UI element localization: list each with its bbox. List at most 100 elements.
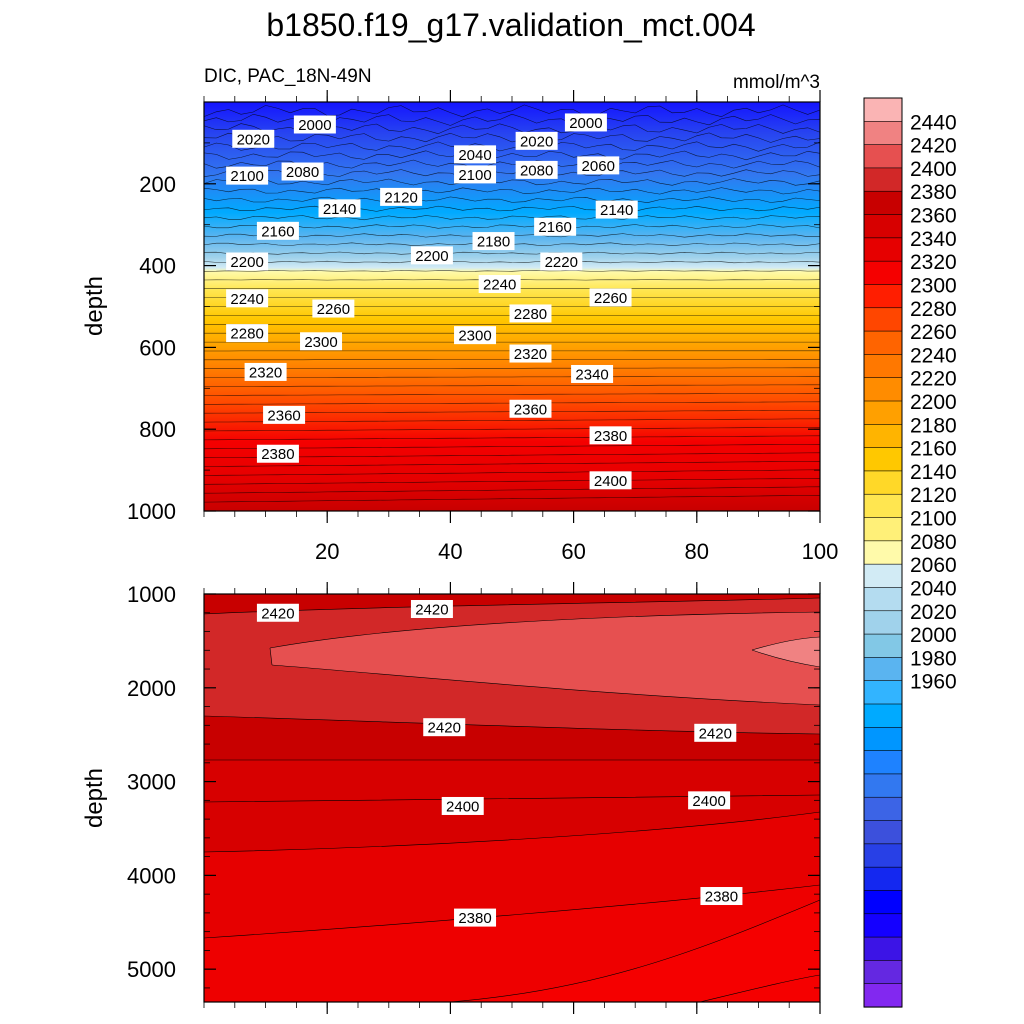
contour-label: 2380 [594,428,627,445]
contour-line [203,224,821,229]
contour-label: 2320 [514,346,547,363]
lower-ylabel: depth [81,768,108,828]
contour-line [203,150,821,161]
contour-line [203,452,821,458]
contour-label-box [700,887,743,906]
contour-line [203,444,821,450]
contour-label-box [589,471,632,490]
contour-label: 2300 [304,334,337,351]
x-tick-label: 80 [685,539,709,564]
contour-line [204,367,820,369]
contour-label: 2380 [458,910,491,927]
colorbar-swatch [863,983,903,1008]
contour-label-box [515,131,558,150]
colorbar-swatch [863,121,903,146]
contour-label-box [577,156,620,175]
lower-region-2460 [752,637,820,667]
contour-label-box [509,344,552,363]
colorbar-label: 1960 [910,671,957,694]
colorbar-label: 2120 [910,484,957,507]
colorbar-swatch [863,260,903,286]
y-tick-label: 600 [139,335,176,360]
contour-label-box [256,221,299,240]
contour-line [203,132,821,143]
upper-panel-title: DIC, PAC_18N-49N [204,66,372,87]
contour-label: 2400 [594,473,627,490]
y-tick-label: 1000 [127,499,176,524]
upper-ylabel: depth [81,276,108,336]
contour-label: 2360 [267,407,300,424]
colorbar-swatch [863,330,903,355]
contour-label-box [232,129,275,148]
colorbar-swatch [863,517,903,542]
contour-label: 2400 [692,793,725,810]
colorbar-swatch [863,936,903,961]
contour-label: 2160 [538,219,571,236]
colorbar-label: 2000 [910,624,957,647]
contour-label-box [256,444,299,463]
contour-label-box [534,217,577,236]
colorbar-label: 2220 [910,368,957,391]
contour-label: 2000 [569,115,602,132]
y-tick-label: 4000 [127,863,176,888]
colorbar-swatch [863,447,903,472]
contour-label-box [589,288,632,307]
contour-line [204,393,820,396]
colorbar-swatch [863,960,903,985]
colorbar-swatch [863,680,903,705]
lower-region-2380 [204,885,820,1002]
contour-line [203,461,821,467]
colorbar: 2440242024002380236023402320230022802260… [863,97,957,1008]
contour-label-box [226,252,269,271]
contour-label: 2140 [600,202,633,219]
contour-label-box [226,324,269,343]
contour-label-box [478,275,521,294]
colorbar-label: 2260 [910,321,957,344]
y-tick-label: 800 [139,417,176,442]
colorbar-swatch [863,890,903,915]
colorbar-swatch [863,493,903,519]
contour-label: 2100 [458,167,491,184]
contour-line [203,141,821,152]
colorbar-swatch [863,237,903,262]
contour-line [203,187,821,195]
colorbar-label: 2240 [910,344,957,367]
colorbar-swatch [863,424,903,449]
lower-panel: 2420 2420 2420 2420 2400 2400 2380 2380 1000 200… [81,582,821,1014]
contour-label-box [380,187,423,206]
lower-region-2380b [204,812,820,938]
colorbar-swatch [863,540,903,565]
upper-panel-units: mmol/m^3 [733,72,820,93]
colorbar-swatch [863,727,903,752]
contour-label-box [410,246,453,265]
contour-label-box [472,232,515,251]
colorbar-label: 2280 [910,298,957,321]
colorbar-swatch [863,400,903,425]
contour-label: 2120 [384,189,417,206]
contour-label: 2260 [317,301,350,318]
contour-line [204,384,820,387]
contour-label: 2420 [428,720,461,737]
contour-label: 2040 [458,147,491,164]
lower-x-axis [203,582,821,1014]
contour-label-box [300,332,343,351]
contour-label: 2000 [298,117,331,134]
contour-label-box [454,326,497,345]
contour-line [203,478,821,485]
contour-label-box [318,199,361,218]
contour-label: 2380 [705,889,738,906]
x-tick-label: 20 [315,539,339,564]
chart-title: b1850.f19_g17.validation_mct.004 [266,7,755,43]
upper-contour-labels: 2000 2000 2020 2020 2040 2060 2100 2080 2100 2080… [226,113,638,490]
contour-label: 2280 [230,326,263,343]
contour-label: 2320 [249,364,282,381]
colorbar-swatch [863,913,903,938]
colorbar-swatch [863,610,903,635]
colorbar-swatch [863,214,903,239]
y-tick-label: 400 [139,254,176,279]
contour-label-box [256,603,299,622]
contour-label: 2200 [415,248,448,265]
colorbar-swatch [863,657,903,682]
colorbar-label: 2140 [910,461,957,484]
